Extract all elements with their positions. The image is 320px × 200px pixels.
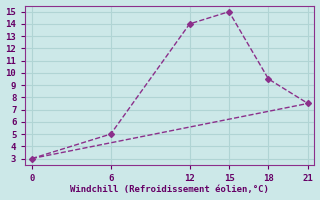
X-axis label: Windchill (Refroidissement éolien,°C): Windchill (Refroidissement éolien,°C) <box>70 185 269 194</box>
